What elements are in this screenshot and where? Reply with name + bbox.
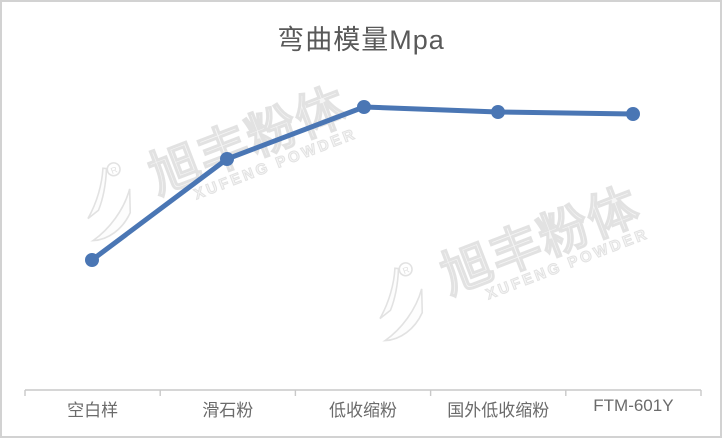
svg-text:R: R	[109, 164, 119, 176]
watermark-xufeng-2: R 旭丰粉体 XUFENG POWDER	[355, 171, 656, 353]
data-point	[491, 105, 505, 119]
x-axis-label: 低收缩粉	[329, 401, 397, 420]
watermark-xufeng-1: R 旭丰粉体 XUFENG POWDER	[63, 71, 364, 253]
x-axis-label: FTM-601Y	[593, 396, 674, 415]
x-axis-label: 空白样	[67, 401, 119, 420]
x-axis-label: 国外低收缩粉	[447, 401, 550, 420]
data-point	[220, 152, 234, 166]
x-axis: 空白样 滑石粉 低收缩粉 国外低收缩粉 FTM-601Y	[25, 396, 701, 421]
data-point	[85, 253, 99, 267]
data-point	[626, 107, 640, 121]
xufeng-logo-icon: R	[87, 162, 132, 242]
chart-title: 弯曲模量Mpa	[277, 25, 445, 55]
data-point	[357, 100, 371, 114]
x-axis-label: 滑石粉	[202, 401, 254, 420]
svg-text:R: R	[401, 264, 411, 276]
xufeng-logo-icon: R	[379, 262, 424, 342]
series-line	[89, 104, 636, 263]
